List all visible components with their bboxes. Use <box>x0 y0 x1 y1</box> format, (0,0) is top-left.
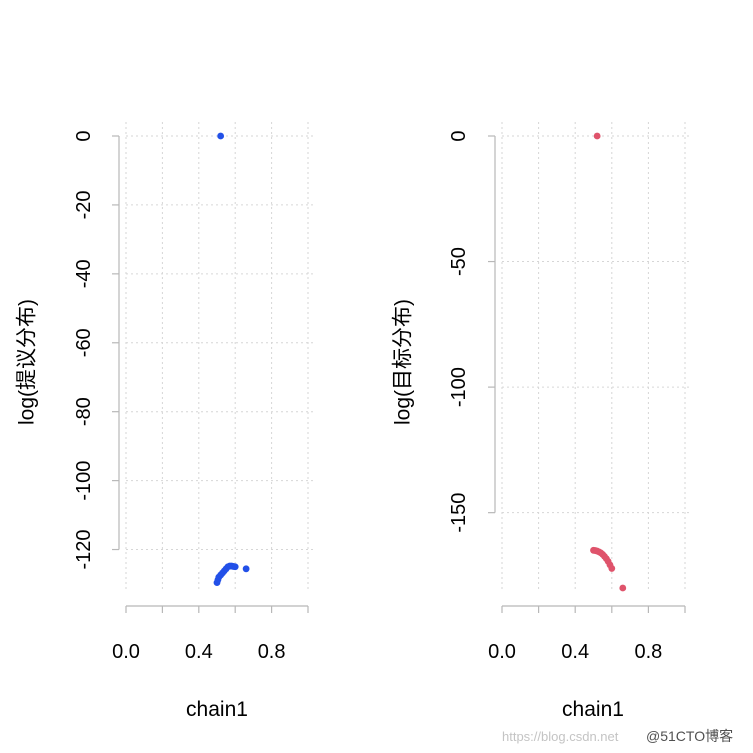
y-tick-label: -150 <box>448 493 470 533</box>
y-tick-label: -100 <box>73 461 95 501</box>
watermark: https://blog.csdn.net @51CTO博客 <box>502 728 733 744</box>
y-tick-label: -50 <box>448 247 470 276</box>
x-tick-label: 0.8 <box>634 641 662 663</box>
y-tick-label: -20 <box>73 190 95 219</box>
x-tick-label: 0.4 <box>561 641 589 663</box>
x-tick-label: 0.4 <box>185 641 213 663</box>
x-axis-title: chain1 <box>186 698 248 721</box>
x-tick-label: 0.0 <box>488 641 516 663</box>
right-panel-target: 0 -50 -100 -150 0.0 0.4 0.8 chain1 log(目标分布) <box>392 122 692 721</box>
y-tick-label: -60 <box>73 328 95 357</box>
data-point <box>619 584 627 592</box>
y-tick-label: -100 <box>448 367 470 407</box>
data-point <box>593 132 601 140</box>
y-tick-label: 0 <box>448 130 470 141</box>
y-tick-label: -80 <box>73 397 95 426</box>
data-point <box>242 565 250 573</box>
y-axis-title: log(提议分布) <box>16 299 39 425</box>
left-panel-proposal: 0 -20 -40 -60 -80 -100 -120 0.0 0.4 0.8 chain1 log(… <box>16 122 316 721</box>
y-tick-label: -40 <box>73 259 95 288</box>
data-point <box>217 132 225 140</box>
x-tick-label: 0.8 <box>258 641 286 663</box>
y-tick-label: -120 <box>73 530 95 570</box>
x-tick-label: 0.0 <box>112 641 140 663</box>
data-point <box>231 563 239 571</box>
data-point <box>608 565 616 572</box>
x-axis-title: chain1 <box>562 698 624 721</box>
y-tick-label: 0 <box>73 130 95 141</box>
watermark-brand: @51CTO博客 <box>646 728 733 744</box>
y-axis-title: log(目标分布) <box>392 299 415 425</box>
watermark-url: https://blog.csdn.net <box>502 729 619 744</box>
